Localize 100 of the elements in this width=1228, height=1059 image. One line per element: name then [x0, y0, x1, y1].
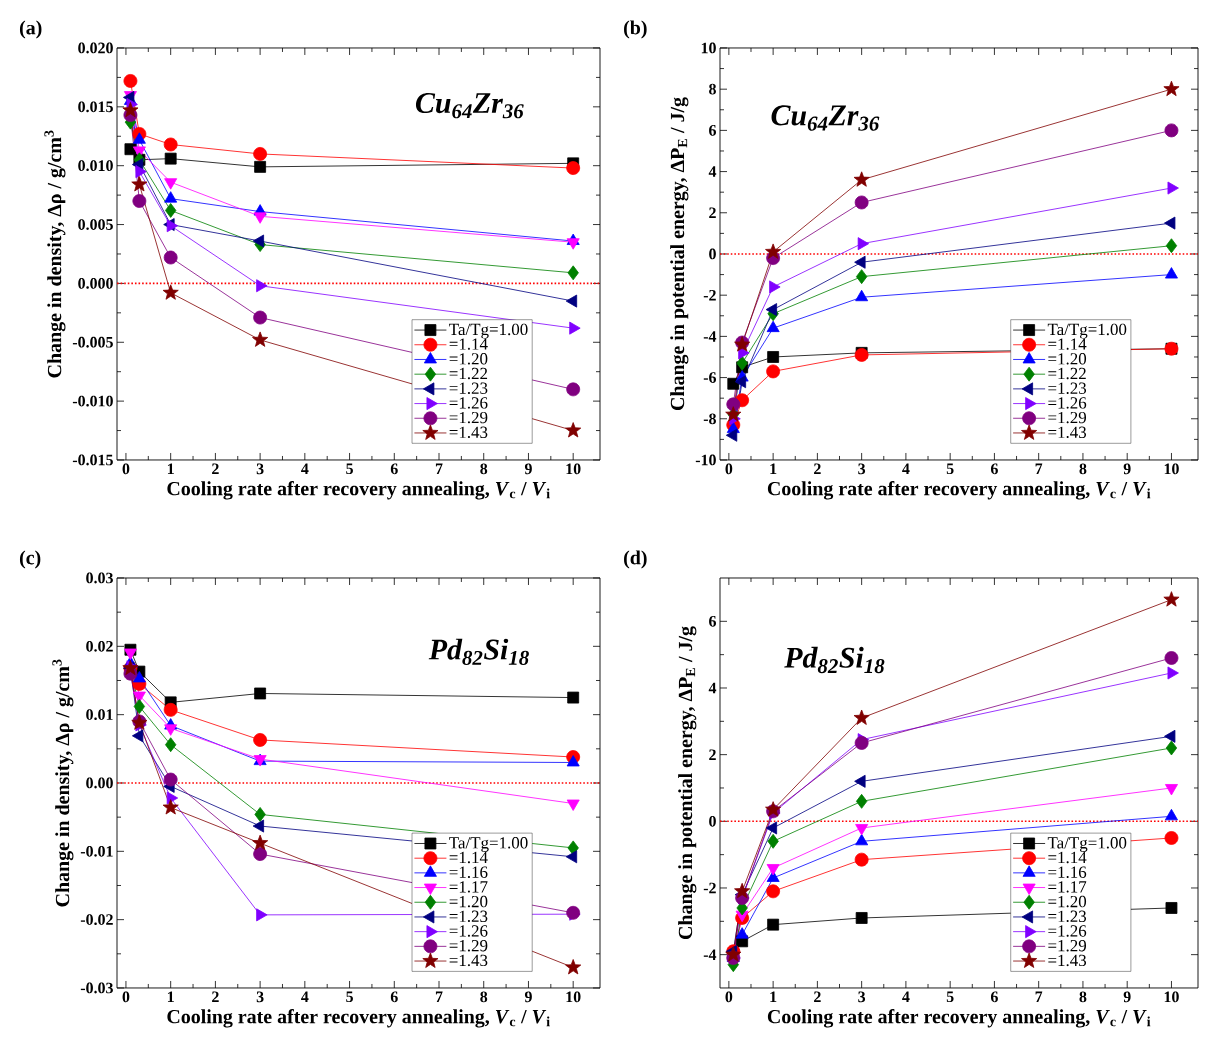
y-axis-title: Change in potential energy, ΔP$_{E}$ / J/g — [670, 97, 689, 410]
y-tick-label: 0.000 — [78, 278, 113, 289]
x-tick-label: 0 — [122, 991, 130, 1003]
x-tick-label: 3 — [256, 463, 264, 475]
x-tick-label: 2 — [212, 463, 219, 475]
y-tick-label: 2 — [709, 207, 716, 219]
x-tick-label: 1 — [167, 991, 174, 1003]
x-tick-label: 1 — [167, 463, 174, 475]
legend-label: =1.14 — [449, 851, 488, 864]
x-tick-label: 0 — [725, 463, 733, 475]
legend-label: =1.29 — [449, 411, 488, 424]
legend-label: =1.16 — [1048, 866, 1087, 878]
x-tick-label: 8 — [480, 463, 488, 475]
legend-label: Ta/Tg=1.00 — [449, 837, 528, 853]
y-tick-label: 0.02 — [86, 640, 113, 652]
legend-label: =1.17 — [449, 881, 488, 893]
legend-label: =1.29 — [1048, 411, 1087, 424]
y-tick-label: -2 — [703, 289, 716, 301]
legend-label: =1.26 — [1048, 397, 1087, 409]
annotation: Cu$_{64}$Zr$_{36}$ — [771, 105, 880, 131]
legend-label: =1.14 — [1048, 851, 1087, 864]
y-tick-label: 0.010 — [78, 160, 113, 172]
x-tick-label: 6 — [990, 991, 998, 1003]
legend-label: =1.23 — [1048, 910, 1087, 923]
y-tick-label: 0.020 — [78, 42, 113, 54]
x-tick-label: 5 — [946, 991, 954, 1003]
legend-label: Ta/Tg=1.00 — [1047, 323, 1127, 339]
x-tick-label: 8 — [1079, 991, 1087, 1003]
x-tick-label: 10 — [1164, 463, 1179, 475]
x-tick-label: 7 — [435, 991, 443, 1002]
x-tick-label: 7 — [1035, 991, 1043, 1002]
x-tick-label: 8 — [1079, 463, 1087, 475]
x-tick-label: 9 — [1123, 463, 1131, 475]
x-tick-label: 8 — [480, 991, 488, 1003]
x-tick-label: 3 — [858, 991, 866, 1003]
x-tick-label: 9 — [524, 463, 532, 475]
y-tick-label: -0.01 — [80, 845, 113, 857]
y-tick-label: 8 — [709, 83, 716, 95]
y-axis-title: Change in density, Δρ / g/cm$^{3}$ — [52, 659, 74, 907]
y-tick-label: 4 — [708, 166, 717, 177]
legend-label: Ta/Tg=1.00 — [449, 323, 528, 339]
legend-label: =1.26 — [449, 397, 488, 409]
legend-label: =1.43 — [449, 954, 488, 967]
y-tick-label: -0.010 — [72, 395, 113, 407]
x-tick-label: 2 — [814, 463, 821, 475]
x-tick-label: 1 — [770, 463, 777, 475]
x-tick-label: 4 — [301, 991, 309, 1002]
legend-label: =1.23 — [449, 382, 488, 394]
x-tick-label: 0 — [725, 991, 733, 1003]
x-tick-label: 9 — [1123, 991, 1131, 1003]
legend-label: =1.23 — [449, 910, 488, 923]
legend-label: =1.20 — [1048, 353, 1087, 365]
x-tick-label: 9 — [524, 991, 532, 1003]
x-tick-label: 0 — [122, 463, 130, 475]
x-tick-label: 1 — [770, 991, 777, 1003]
y-tick-label: -8 — [703, 413, 716, 425]
annotation: Cu$_{64}$Zr$_{36}$ — [415, 93, 524, 119]
y-axis-title: Change in density, Δρ / g/cm$^{3}$ — [44, 130, 66, 378]
legend-label: =1.29 — [1048, 939, 1087, 952]
y-tick-label: -2 — [703, 882, 716, 894]
x-tick-label: 6 — [390, 463, 398, 475]
y-tick-label: 0.015 — [78, 101, 113, 113]
y-tick-label: -0.015 — [72, 454, 113, 466]
y-tick-label: 6 — [709, 125, 717, 136]
x-tick-label: 7 — [435, 463, 443, 474]
x-tick-label: 5 — [346, 991, 353, 1003]
x-axis-title: Cooling rate after recovery annealing, V$_{c}$ / V$_{i}$ — [167, 1009, 550, 1028]
y-tick-label: 0 — [709, 815, 716, 827]
y-tick-label: -10 — [695, 454, 716, 466]
y-axis-title: Change in potential energy, ΔP$_{E}$ / J/g — [678, 626, 697, 940]
legend-label: =1.22 — [449, 367, 488, 380]
legend-label: =1.26 — [1048, 925, 1087, 937]
x-tick-label: 5 — [346, 463, 353, 475]
legend-label: =1.43 — [1048, 954, 1087, 967]
y-tick-label: -4 — [703, 949, 717, 960]
y-tick-label: 0.01 — [86, 709, 113, 721]
y-tick-label: 0.005 — [78, 219, 113, 230]
annotation: Pd$_{82}$Si$_{18}$ — [428, 638, 529, 665]
x-tick-label: 10 — [1164, 991, 1179, 1003]
x-axis-title: Cooling rate after recovery annealing, V$_{c}$ / V$_{i}$ — [767, 1009, 1151, 1028]
x-axis-title: Cooling rate after recovery annealing, V$_{c}$ / V$_{i}$ — [167, 481, 550, 500]
x-tick-label: 7 — [1035, 463, 1043, 474]
x-tick-label: 4 — [902, 463, 910, 474]
x-tick-label: 6 — [990, 463, 998, 475]
legend-label: =1.14 — [1048, 338, 1087, 350]
legend-label: =1.43 — [449, 426, 488, 439]
y-tick-label: 0 — [709, 248, 716, 260]
legend-label: =1.20 — [449, 895, 488, 908]
x-tick-label: 10 — [566, 463, 581, 475]
legend-label: =1.43 — [1048, 426, 1087, 439]
x-tick-label: 4 — [902, 991, 910, 1002]
x-tick-label: 5 — [946, 463, 954, 475]
legend-label: =1.26 — [449, 925, 488, 937]
x-tick-label: 2 — [814, 991, 821, 1003]
y-tick-label: 6 — [709, 615, 717, 627]
x-tick-label: 3 — [256, 991, 264, 1003]
legend-label: =1.16 — [449, 866, 488, 878]
y-tick-label: -0.03 — [80, 982, 113, 994]
x-tick-label: 4 — [301, 463, 309, 474]
y-tick-label: -0.005 — [72, 336, 113, 348]
